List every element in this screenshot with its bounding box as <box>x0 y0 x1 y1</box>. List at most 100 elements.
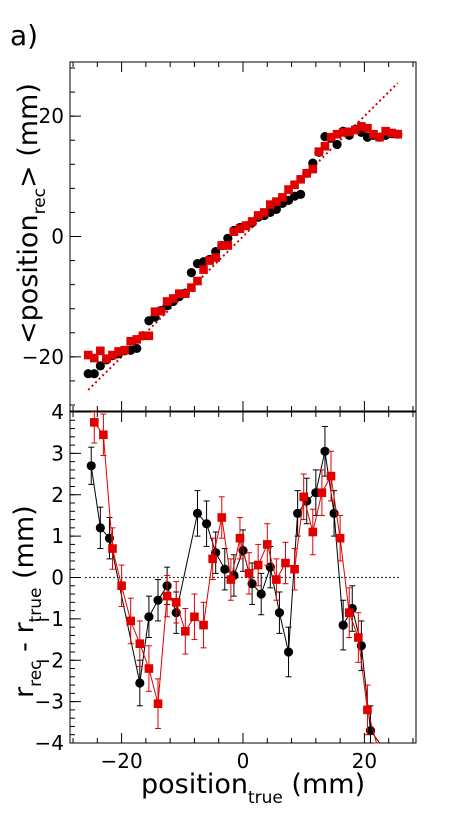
red-square-point <box>335 533 345 543</box>
red-square-point <box>181 626 190 636</box>
red-square-point <box>102 354 111 363</box>
black-circle-point <box>132 343 142 354</box>
black-circle-point <box>220 564 230 574</box>
red-square-point <box>190 612 199 622</box>
red-square-point <box>375 132 384 142</box>
bot-y-tick-label: −3 <box>35 690 64 714</box>
red-square-point <box>153 699 163 708</box>
black-circle-point <box>95 361 105 371</box>
black-series-line <box>90 451 381 744</box>
red-square-point <box>344 608 354 617</box>
red-square-point <box>226 575 236 584</box>
red-square-point <box>89 418 99 427</box>
red-square-point <box>108 350 117 360</box>
red-square-point <box>99 430 108 440</box>
red-square-point <box>290 180 299 190</box>
red-square-point <box>114 347 123 356</box>
bottom-axis-ticks: −4 −3 −2 −1 0 1 2 3 4 −20 0 20 <box>35 400 414 773</box>
red-square-point <box>217 513 227 522</box>
red-square-point <box>363 705 372 715</box>
red-square-point <box>126 616 136 626</box>
red-square-point <box>363 123 372 133</box>
red-square-point <box>272 197 281 206</box>
bot-x-tick-label: 20 <box>352 749 377 773</box>
red-square-point <box>332 129 342 139</box>
red-square-point <box>308 527 318 537</box>
bot-y-tick-label: −1 <box>35 607 64 631</box>
black-circle-point <box>144 612 154 622</box>
red-square-point <box>138 331 148 341</box>
red-square-point <box>217 241 227 250</box>
red-square-point <box>96 346 105 356</box>
red-square-point <box>344 127 354 137</box>
bot-y-tick-label: 2 <box>51 483 64 507</box>
red-square-point <box>326 132 336 142</box>
red-square-point <box>320 141 330 151</box>
red-square-point <box>350 125 360 135</box>
red-square-point <box>135 639 145 648</box>
bottom-y-axis-label: rrec - rtrue (mm) <box>9 505 46 698</box>
red-square-point <box>253 560 263 570</box>
bot-y-tick-label: 0 <box>51 566 64 590</box>
red-square-point <box>387 128 397 138</box>
x-axis-label-main: position <box>141 769 248 800</box>
bot-y-tick-label: −4 <box>35 731 64 755</box>
bot-x-tick-label: 0 <box>237 749 250 773</box>
top-y-axis-label-main: <position <box>13 214 44 344</box>
red-square-point <box>205 256 214 265</box>
red-square-point <box>117 581 126 591</box>
red-square-point <box>108 544 117 553</box>
red-square-point <box>156 306 166 316</box>
bottom-chart-marks <box>85 411 401 744</box>
black-circle-point <box>95 523 105 533</box>
red-square-point <box>187 283 196 292</box>
red-square-point <box>126 336 136 346</box>
top-panel: −20 0 20 <positionrec> (mm) <box>13 61 417 412</box>
red-square-point <box>171 598 181 607</box>
bottom-y-axis-label-r: r <box>9 686 40 698</box>
red-square-point <box>308 164 318 174</box>
red-series-line <box>93 422 377 744</box>
red-square-point <box>89 353 99 363</box>
black-circle-point <box>201 519 212 529</box>
red-square-point <box>381 126 390 136</box>
x-axis-label-subscript: true <box>248 788 283 808</box>
red-square-point <box>278 193 287 202</box>
black-circle-point <box>153 595 163 605</box>
red-square-point <box>193 276 202 286</box>
red-square-point <box>266 200 275 209</box>
top-y-tick-label: −20 <box>22 345 64 369</box>
red-square-point <box>253 211 263 220</box>
red-square-point <box>144 331 154 341</box>
black-circle-point <box>256 589 266 599</box>
red-square-point <box>174 289 184 298</box>
top-axis-ticks: −20 0 20 <box>22 62 414 411</box>
black-circle-point <box>274 608 285 618</box>
red-square-point <box>272 575 281 584</box>
red-square-point <box>181 289 190 298</box>
black-circle-point <box>89 369 99 379</box>
red-square-point <box>247 217 257 226</box>
red-square-point <box>120 345 129 355</box>
black-circle-point <box>338 620 348 630</box>
red-square-point <box>211 253 220 262</box>
black-circle-point <box>192 508 203 518</box>
red-square-point <box>299 492 309 502</box>
red-square-point <box>199 620 208 630</box>
red-square-point <box>290 564 299 574</box>
red-square-point <box>150 307 160 317</box>
bot-x-tick-label: −20 <box>100 749 142 773</box>
bot-y-tick-label: 4 <box>51 400 64 424</box>
red-square-point <box>262 540 272 549</box>
black-circle-point <box>186 268 197 278</box>
top-y-tick-label: 0 <box>51 225 64 249</box>
bottom-y-axis-label-tail: (mm) <box>9 505 40 587</box>
red-square-point <box>326 471 336 481</box>
red-square-point <box>199 265 208 274</box>
red-square-point <box>223 241 233 250</box>
red-square-point <box>229 227 239 236</box>
red-square-point <box>83 350 93 360</box>
red-square-point <box>354 633 363 642</box>
black-circle-point <box>332 139 342 150</box>
